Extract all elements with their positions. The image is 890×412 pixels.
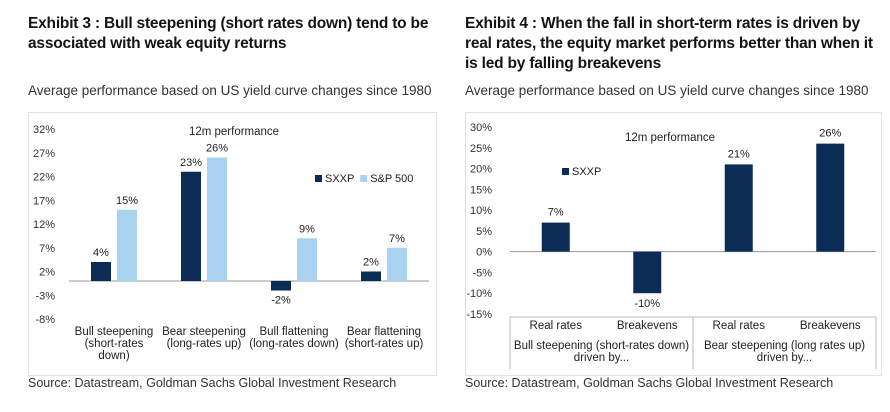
data-label: 23% xyxy=(180,157,202,169)
x-tick-label: Bull flattening xyxy=(259,326,328,338)
bar xyxy=(724,164,753,252)
data-label: -2% xyxy=(271,295,291,307)
x-tick-label: Bear flattening xyxy=(347,326,421,338)
data-label: 26% xyxy=(819,128,841,140)
y-tick-label: 17% xyxy=(33,195,55,207)
y-tick-label: -3% xyxy=(35,290,55,302)
legend-label: SXXP xyxy=(325,173,354,185)
y-tick-label: 25% xyxy=(470,143,492,155)
bar xyxy=(361,271,381,281)
group-label: driven by... xyxy=(757,352,812,364)
x-tick-label: Real rates xyxy=(713,320,766,332)
y-tick-label: -8% xyxy=(35,314,55,326)
bar xyxy=(816,143,845,252)
x-tick-label: (long-rates down) xyxy=(249,338,339,350)
y-tick-label: 22% xyxy=(33,172,55,184)
exhibit-4-chart-frame: -15% -10% -5% 0% 5% 10% 15% 20% 25% 30% 7% Real rat… xyxy=(465,112,882,376)
exhibit-3-chart-frame: -8% -3% 2% 7% 12% 17% 22% 27% 32% 4% 15% Bull steep… xyxy=(28,112,437,376)
x-tick-label: Real rates xyxy=(530,320,583,332)
y-tick-label: 10% xyxy=(470,205,492,217)
exhibit-4-source: Source: Datastream, Goldman Sachs Global… xyxy=(465,376,834,390)
exhibit-4-chart: -15% -10% -5% 0% 5% 10% 15% 20% 25% 30% 7% Real rat… xyxy=(466,122,877,369)
data-label: -10% xyxy=(634,298,660,310)
bar xyxy=(91,262,111,281)
y-tick-label: 12% xyxy=(33,219,55,231)
y-tick-label: 20% xyxy=(470,164,492,176)
x-tick-label: Bear steepening xyxy=(162,326,246,338)
bar xyxy=(387,247,407,281)
bar xyxy=(633,251,662,294)
bar xyxy=(207,157,227,281)
data-label: 2% xyxy=(363,257,379,269)
bar xyxy=(297,238,317,281)
x-tick-label: (short-rates xyxy=(85,338,144,350)
bar xyxy=(541,222,570,252)
data-label: 7% xyxy=(389,233,405,245)
y-tick-label: 5% xyxy=(476,226,492,238)
y-tick-label: -10% xyxy=(466,288,492,300)
data-label: 4% xyxy=(93,247,109,259)
legend-swatch xyxy=(315,175,322,182)
bar xyxy=(271,281,291,291)
group-label: driven by... xyxy=(574,352,629,364)
bar xyxy=(181,171,201,281)
exhibit-3-subtitle: Average performance based on US yield cu… xyxy=(28,83,432,98)
y-tick-label: 7% xyxy=(39,243,55,255)
legend-label: SXXP xyxy=(572,166,601,178)
y-tick-label: -5% xyxy=(472,267,492,279)
data-label: 26% xyxy=(206,143,228,155)
exhibit-4-panel: Exhibit 4 : When the fall in short-term … xyxy=(445,0,890,412)
y-tick-label: 27% xyxy=(33,148,55,160)
bar xyxy=(117,209,137,281)
y-tick-label: 30% xyxy=(470,122,492,134)
legend-swatch xyxy=(360,175,368,182)
x-tick-label: Breakevens xyxy=(800,320,861,332)
y-tick-label: 2% xyxy=(39,267,55,279)
legend-swatch xyxy=(562,168,569,175)
data-label: 15% xyxy=(116,195,138,207)
x-tick-label: (long-rates up) xyxy=(167,338,242,350)
exhibit-3-panel: Exhibit 3 : Bull steepening (short rates… xyxy=(28,15,437,390)
y-tick-label: 0% xyxy=(476,247,492,259)
data-label: 7% xyxy=(548,207,564,219)
exhibit-3-source: Source: Datastream, Goldman Sachs Global… xyxy=(28,376,397,390)
y-tick-label: 15% xyxy=(470,184,492,196)
exhibit-3-title: Exhibit 3 : Bull steepening (short rates… xyxy=(28,15,429,52)
group-label: Bull steepening (short-rates down) xyxy=(514,340,689,352)
data-label: 9% xyxy=(299,223,315,235)
legend-label: S&P 500 xyxy=(370,173,413,185)
exhibit-3-chart: -8% -3% 2% 7% 12% 17% 22% 27% 32% 4% 15% Bull steep… xyxy=(33,124,429,362)
y-tick-label: -15% xyxy=(466,309,492,321)
chart-annotation: 12m performance xyxy=(625,132,715,144)
group-label: Bear steepening (long rates up) xyxy=(704,340,865,352)
chart-annotation: 12m performance xyxy=(189,126,279,138)
exhibit-4-title: Exhibit 4 : When the fall in short-term … xyxy=(465,15,873,72)
data-label: 21% xyxy=(728,148,750,160)
x-tick-label: down) xyxy=(98,350,129,362)
y-tick-label: 32% xyxy=(33,124,55,136)
x-tick-label: (short-rates up) xyxy=(345,338,424,350)
x-tick-label: Bull steepening xyxy=(75,326,154,338)
exhibit-4-subtitle: Average performance based on US yield cu… xyxy=(465,83,869,98)
x-tick-label: Breakevens xyxy=(617,320,678,332)
